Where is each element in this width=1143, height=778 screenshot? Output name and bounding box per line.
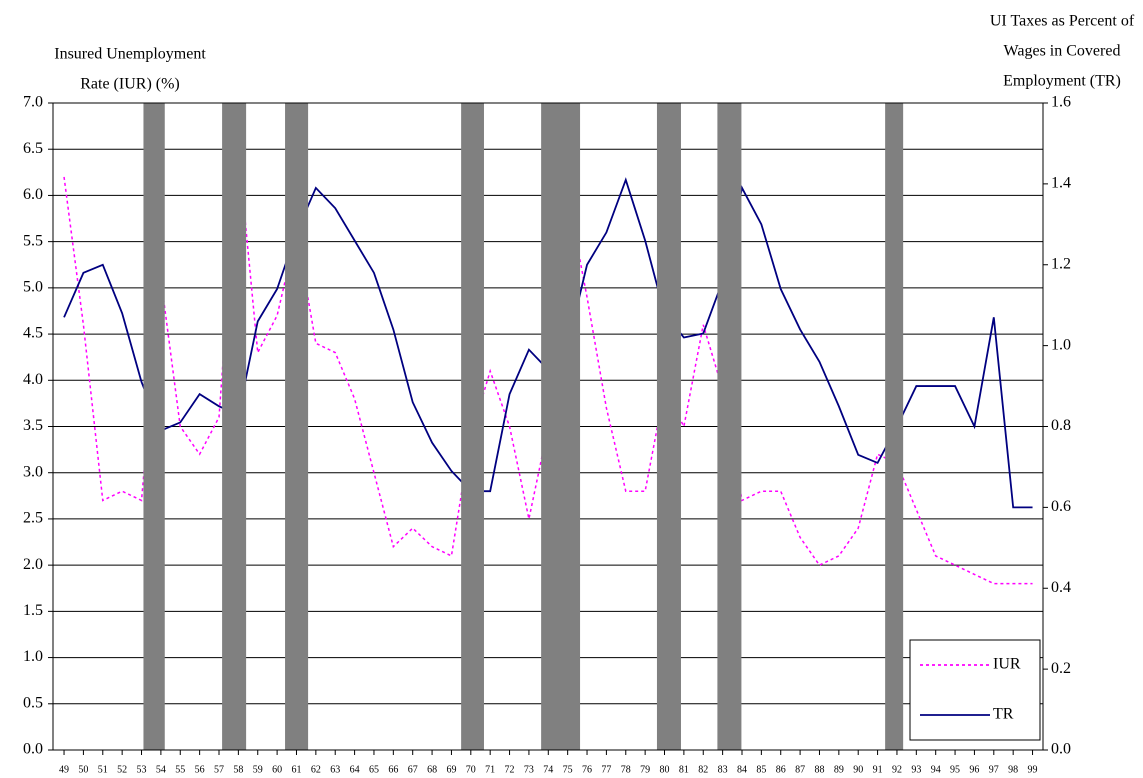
- y-tick-label: 2.0: [23, 556, 43, 573]
- x-tick-label: 65: [369, 764, 379, 775]
- x-tick-label: 86: [776, 764, 786, 775]
- y-tick-label: 4.5: [23, 325, 43, 342]
- y-tick-label: 0.5: [23, 694, 43, 711]
- x-tick-label: 56: [195, 764, 205, 775]
- x-tick-label: 83: [718, 764, 728, 775]
- x-tick-label: 97: [989, 764, 999, 775]
- plot-frame: [52, 102, 1044, 751]
- x-tick-label: 95: [950, 764, 960, 775]
- y2-tick-label: 1.2: [1051, 255, 1071, 272]
- x-tick-label: 49: [59, 764, 69, 775]
- x-tick-label: 77: [601, 764, 611, 775]
- y-tick-label: 5.5: [23, 232, 43, 249]
- y-tick-label: 6.5: [23, 140, 43, 157]
- x-tick-label: 54: [156, 764, 166, 775]
- x-tick-label: 50: [78, 764, 88, 775]
- x-tick-label: 94: [931, 764, 941, 775]
- y-axis-title: Insured Unemployment: [54, 46, 206, 63]
- y-tick-label: 3.0: [23, 463, 43, 480]
- x-tick-label: 67: [408, 764, 418, 775]
- x-tick-label: 76: [582, 764, 592, 775]
- y2-axis-title: Wages in Covered: [1004, 43, 1121, 60]
- x-tick-label: 73: [524, 764, 534, 775]
- x-tick-label: 79: [640, 764, 650, 775]
- x-tick-label: 84: [737, 764, 747, 775]
- y2-tick-label: 0.4: [1051, 579, 1071, 596]
- y2-axis-title: UI Taxes as Percent of: [990, 13, 1135, 30]
- x-tick-label: 53: [137, 764, 147, 775]
- y2-tick-label: 0.2: [1051, 660, 1071, 677]
- x-tick-label: 87: [795, 764, 805, 775]
- x-tick-label: 62: [311, 764, 321, 775]
- x-tick-label: 80: [660, 764, 670, 775]
- x-tick-label: 60: [272, 764, 282, 775]
- legend-label: TR: [993, 706, 1014, 723]
- y2-tick-label: 1.6: [1051, 94, 1071, 111]
- x-tick-label: 72: [505, 764, 515, 775]
- x-tick-label: 96: [969, 764, 979, 775]
- y-axis-title: Rate (IUR) (%): [80, 76, 180, 93]
- x-tick-label: 74: [543, 764, 553, 775]
- x-tick-label: 93: [911, 764, 921, 775]
- x-tick-label: 68: [427, 764, 437, 775]
- shaded-period: [885, 103, 904, 750]
- y2-tick-label: 0.8: [1051, 417, 1071, 434]
- x-tick-label: 66: [388, 764, 398, 775]
- x-tick-label: 69: [446, 764, 456, 775]
- y-tick-label: 1.0: [23, 648, 43, 665]
- x-tick-label: 58: [233, 764, 243, 775]
- y-tick-label: 7.0: [23, 94, 43, 111]
- y-tick-label: 5.0: [23, 279, 43, 296]
- shaded-period: [461, 103, 484, 750]
- x-tick-label: 59: [253, 764, 263, 775]
- x-tick-label: 57: [214, 764, 224, 775]
- x-tick-label: 99: [1028, 764, 1038, 775]
- shaded-period: [717, 103, 742, 750]
- y-tick-label: 0.0: [23, 741, 43, 758]
- y-tick-label: 6.0: [23, 186, 43, 203]
- y-tick-label: 1.5: [23, 602, 43, 619]
- y-tick-label: 2.5: [23, 510, 43, 527]
- shaded-period: [222, 103, 247, 750]
- x-tick-label: 63: [330, 764, 340, 775]
- shaded-period: [143, 103, 165, 750]
- x-tick-label: 98: [1008, 764, 1018, 775]
- x-tick-label: 90: [853, 764, 863, 775]
- y2-tick-label: 1.4: [1051, 175, 1071, 192]
- x-tick-label: 78: [621, 764, 631, 775]
- y-tick-label: 3.5: [23, 417, 43, 434]
- shaded-period: [656, 103, 681, 750]
- x-tick-label: 92: [892, 764, 902, 775]
- x-tick-label: 61: [291, 764, 301, 775]
- x-tick-label: 70: [466, 764, 476, 775]
- x-tick-label: 55: [175, 764, 185, 775]
- x-tick-label: 82: [698, 764, 708, 775]
- x-tick-label: 81: [679, 764, 689, 775]
- x-tick-label: 75: [563, 764, 573, 775]
- x-tick-label: 89: [834, 764, 844, 775]
- y2-tick-label: 1.0: [1051, 336, 1071, 353]
- x-tick-label: 85: [756, 764, 766, 775]
- x-tick-label: 71: [485, 764, 495, 775]
- legend-label: IUR: [993, 656, 1021, 673]
- shaded-period: [541, 103, 581, 750]
- x-tick-label: 91: [873, 764, 883, 775]
- y2-axis-title: Employment (TR): [1003, 73, 1121, 90]
- x-tick-label: 64: [350, 764, 360, 775]
- y2-tick-label: 0.0: [1051, 741, 1071, 758]
- shaded-period: [285, 103, 309, 750]
- x-tick-label: 52: [117, 764, 127, 775]
- y2-tick-label: 0.6: [1051, 498, 1071, 515]
- y-tick-label: 4.0: [23, 371, 43, 388]
- x-tick-label: 88: [814, 764, 824, 775]
- legend-box: [909, 639, 1041, 741]
- x-tick-label: 51: [98, 764, 108, 775]
